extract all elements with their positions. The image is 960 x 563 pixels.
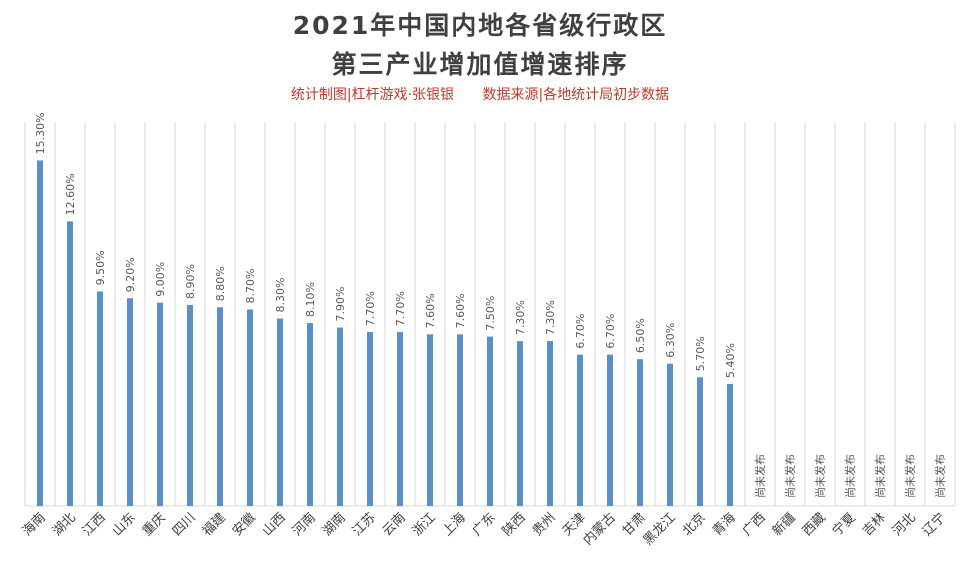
category-label: 云南	[379, 510, 409, 540]
category-label: 黑龙江	[641, 510, 679, 548]
category-label: 河北	[890, 510, 919, 539]
data-label: 尚未发布	[753, 454, 767, 498]
bar	[487, 336, 493, 506]
category-label: 辽宁	[919, 510, 949, 540]
data-label: 尚未发布	[873, 454, 887, 498]
data-label: 8.80%	[214, 266, 227, 301]
category-label: 广东	[470, 510, 499, 539]
data-label: 尚未发布	[843, 454, 857, 498]
chart-subtitle: 统计制图|杠杆游戏·张银银 数据来源|各地统计局初步数据	[0, 84, 960, 104]
data-label: 8.70%	[244, 269, 257, 304]
bar	[607, 354, 613, 506]
bar	[187, 304, 193, 506]
data-label: 9.50%	[94, 250, 107, 285]
bar	[97, 291, 103, 506]
data-label: 7.30%	[544, 300, 557, 335]
data-label: 8.10%	[304, 282, 317, 317]
category-label: 湖南	[319, 510, 349, 540]
category-label: 海南	[19, 510, 49, 540]
category-label: 内蒙古	[580, 510, 619, 549]
category-label: 山西	[260, 510, 289, 539]
category-label: 广西	[740, 510, 769, 539]
data-label: 15.30%	[34, 112, 47, 154]
data-label: 7.60%	[454, 293, 467, 328]
category-label: 江西	[80, 510, 109, 539]
data-label: 7.70%	[364, 291, 377, 326]
bar	[127, 298, 133, 506]
chart-title-line2: 第三产业增加值增速排序	[331, 50, 629, 79]
data-label: 尚未发布	[783, 454, 797, 498]
data-label: 6.70%	[604, 314, 617, 349]
category-label: 新疆	[769, 510, 799, 540]
data-label: 12.60%	[64, 173, 77, 215]
bar	[277, 318, 283, 506]
category-label: 宁夏	[829, 510, 859, 540]
bar	[37, 160, 43, 506]
bar	[517, 341, 523, 506]
category-label: 湖北	[50, 510, 79, 539]
category-label: 山东	[110, 510, 139, 539]
category-label: 四川	[170, 510, 199, 539]
data-label: 尚未发布	[933, 454, 947, 498]
bar	[67, 221, 73, 506]
bar	[547, 341, 553, 506]
category-label: 北京	[680, 510, 709, 539]
data-label: 5.70%	[694, 336, 707, 371]
bar	[397, 332, 403, 506]
category-label: 河南	[289, 510, 319, 540]
bar	[697, 377, 703, 506]
category-label: 江苏	[349, 510, 379, 540]
data-label: 6.70%	[574, 314, 587, 349]
data-label: 尚未发布	[813, 454, 827, 498]
data-label: 7.70%	[394, 291, 407, 326]
category-label: 青海	[710, 510, 739, 539]
category-label: 吉林	[860, 510, 889, 539]
bar	[727, 384, 733, 506]
category-label: 福建	[200, 510, 229, 539]
credit-text: 统计制图|杠杆游戏·张银银	[290, 87, 454, 103]
bar	[367, 332, 373, 506]
category-label: 西藏	[800, 510, 829, 539]
bar	[577, 354, 583, 506]
category-label: 陕西	[500, 510, 529, 539]
bar	[427, 334, 433, 506]
data-label: 7.50%	[484, 296, 497, 331]
category-label: 浙江	[410, 510, 439, 539]
source-text: 数据来源|各地统计局初步数据	[482, 87, 670, 103]
data-label: 7.90%	[334, 287, 347, 322]
data-label: 8.30%	[274, 278, 287, 313]
data-label: 7.60%	[424, 293, 437, 328]
data-label: 5.40%	[724, 343, 737, 378]
bar	[457, 334, 463, 506]
data-label: 8.90%	[184, 264, 197, 299]
category-label: 重庆	[139, 510, 169, 540]
bar	[667, 363, 673, 506]
chart-title-line1: 2021年中国内地各省级行政区	[292, 11, 668, 40]
data-label: 6.30%	[664, 323, 677, 358]
bar	[307, 323, 313, 506]
bar	[637, 359, 643, 506]
bar	[217, 307, 223, 506]
bar	[247, 309, 253, 506]
category-label: 上海	[440, 510, 469, 539]
data-label: 7.30%	[514, 300, 527, 335]
data-label: 6.50%	[634, 318, 647, 353]
bar	[157, 302, 163, 506]
data-label: 9.00%	[154, 262, 167, 297]
data-label: 尚未发布	[903, 454, 917, 498]
category-label: 贵州	[530, 510, 559, 539]
category-label: 安徽	[230, 510, 259, 539]
bar	[337, 327, 343, 506]
data-label: 9.20%	[124, 257, 137, 292]
